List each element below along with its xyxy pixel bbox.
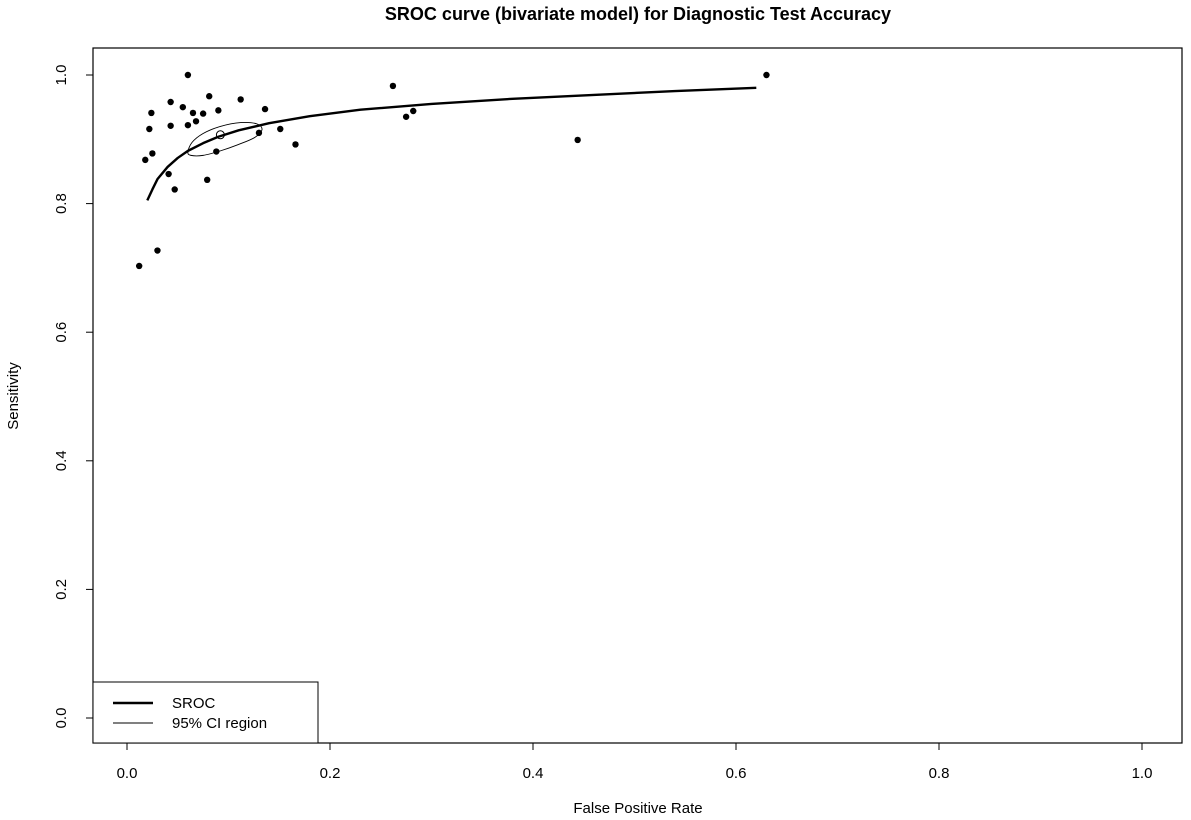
y-tick-label: 0.6 xyxy=(53,322,70,343)
legend-sroc-label: SROC xyxy=(172,695,216,712)
study-point xyxy=(184,121,192,129)
study-point xyxy=(179,103,187,111)
study-point xyxy=(410,107,417,115)
study-point xyxy=(167,122,174,129)
study-point xyxy=(277,125,284,133)
study-points-layer xyxy=(135,71,770,270)
sroc-curve-layer xyxy=(146,86,757,201)
study-point xyxy=(135,262,143,270)
chart-title: SROC curve (bivariate model) for Diagnos… xyxy=(385,4,891,24)
y-tick-label: 0.2 xyxy=(53,579,70,600)
x-tick-label: 0.4 xyxy=(523,765,544,782)
y-axis-label: Sensitivity xyxy=(5,362,22,430)
study-point xyxy=(184,71,192,79)
x-tick-label: 0.2 xyxy=(320,765,341,782)
study-point xyxy=(171,186,178,193)
study-point xyxy=(763,71,770,79)
study-point xyxy=(203,176,211,184)
x-tick-label: 0.6 xyxy=(726,765,747,782)
x-tick-label: 0.0 xyxy=(117,765,138,782)
y-tick-label: 0.0 xyxy=(53,708,70,729)
legend-box xyxy=(92,681,319,744)
ci-region-ellipse xyxy=(187,121,263,157)
x-tick-label: 1.0 xyxy=(1132,765,1153,782)
study-point xyxy=(199,110,207,117)
sroc-curve xyxy=(146,86,757,201)
study-point xyxy=(149,150,156,157)
x-axis: 0.0 0.2 0.4 0.6 0.8 1.0 xyxy=(117,742,1153,782)
study-point xyxy=(389,82,397,90)
study-point xyxy=(261,105,269,113)
study-point xyxy=(148,109,155,117)
study-point xyxy=(154,247,161,254)
legend-ci-label: 95% CI region xyxy=(172,715,267,732)
legend: SROC 95% CI region xyxy=(92,681,319,744)
plot-frame xyxy=(92,47,1183,744)
y-tick-label: 0.4 xyxy=(53,450,70,471)
study-point xyxy=(189,109,197,117)
study-point xyxy=(192,118,200,125)
study-point xyxy=(237,96,244,103)
study-point xyxy=(165,170,172,178)
study-point xyxy=(167,98,174,106)
study-point xyxy=(206,93,213,100)
study-point xyxy=(255,129,263,137)
study-point xyxy=(574,136,581,144)
study-point xyxy=(142,156,149,164)
y-tick-label: 1.0 xyxy=(53,65,70,86)
study-point xyxy=(215,107,222,114)
y-axis: 0.0 0.2 0.4 0.6 0.8 1.0 xyxy=(53,65,94,729)
study-point xyxy=(213,148,220,155)
study-point xyxy=(146,125,153,133)
study-point xyxy=(402,113,410,120)
y-tick-label: 0.8 xyxy=(53,193,70,214)
study-point xyxy=(292,141,299,148)
x-axis-label: False Positive Rate xyxy=(573,800,702,817)
x-tick-label: 0.8 xyxy=(929,765,950,782)
